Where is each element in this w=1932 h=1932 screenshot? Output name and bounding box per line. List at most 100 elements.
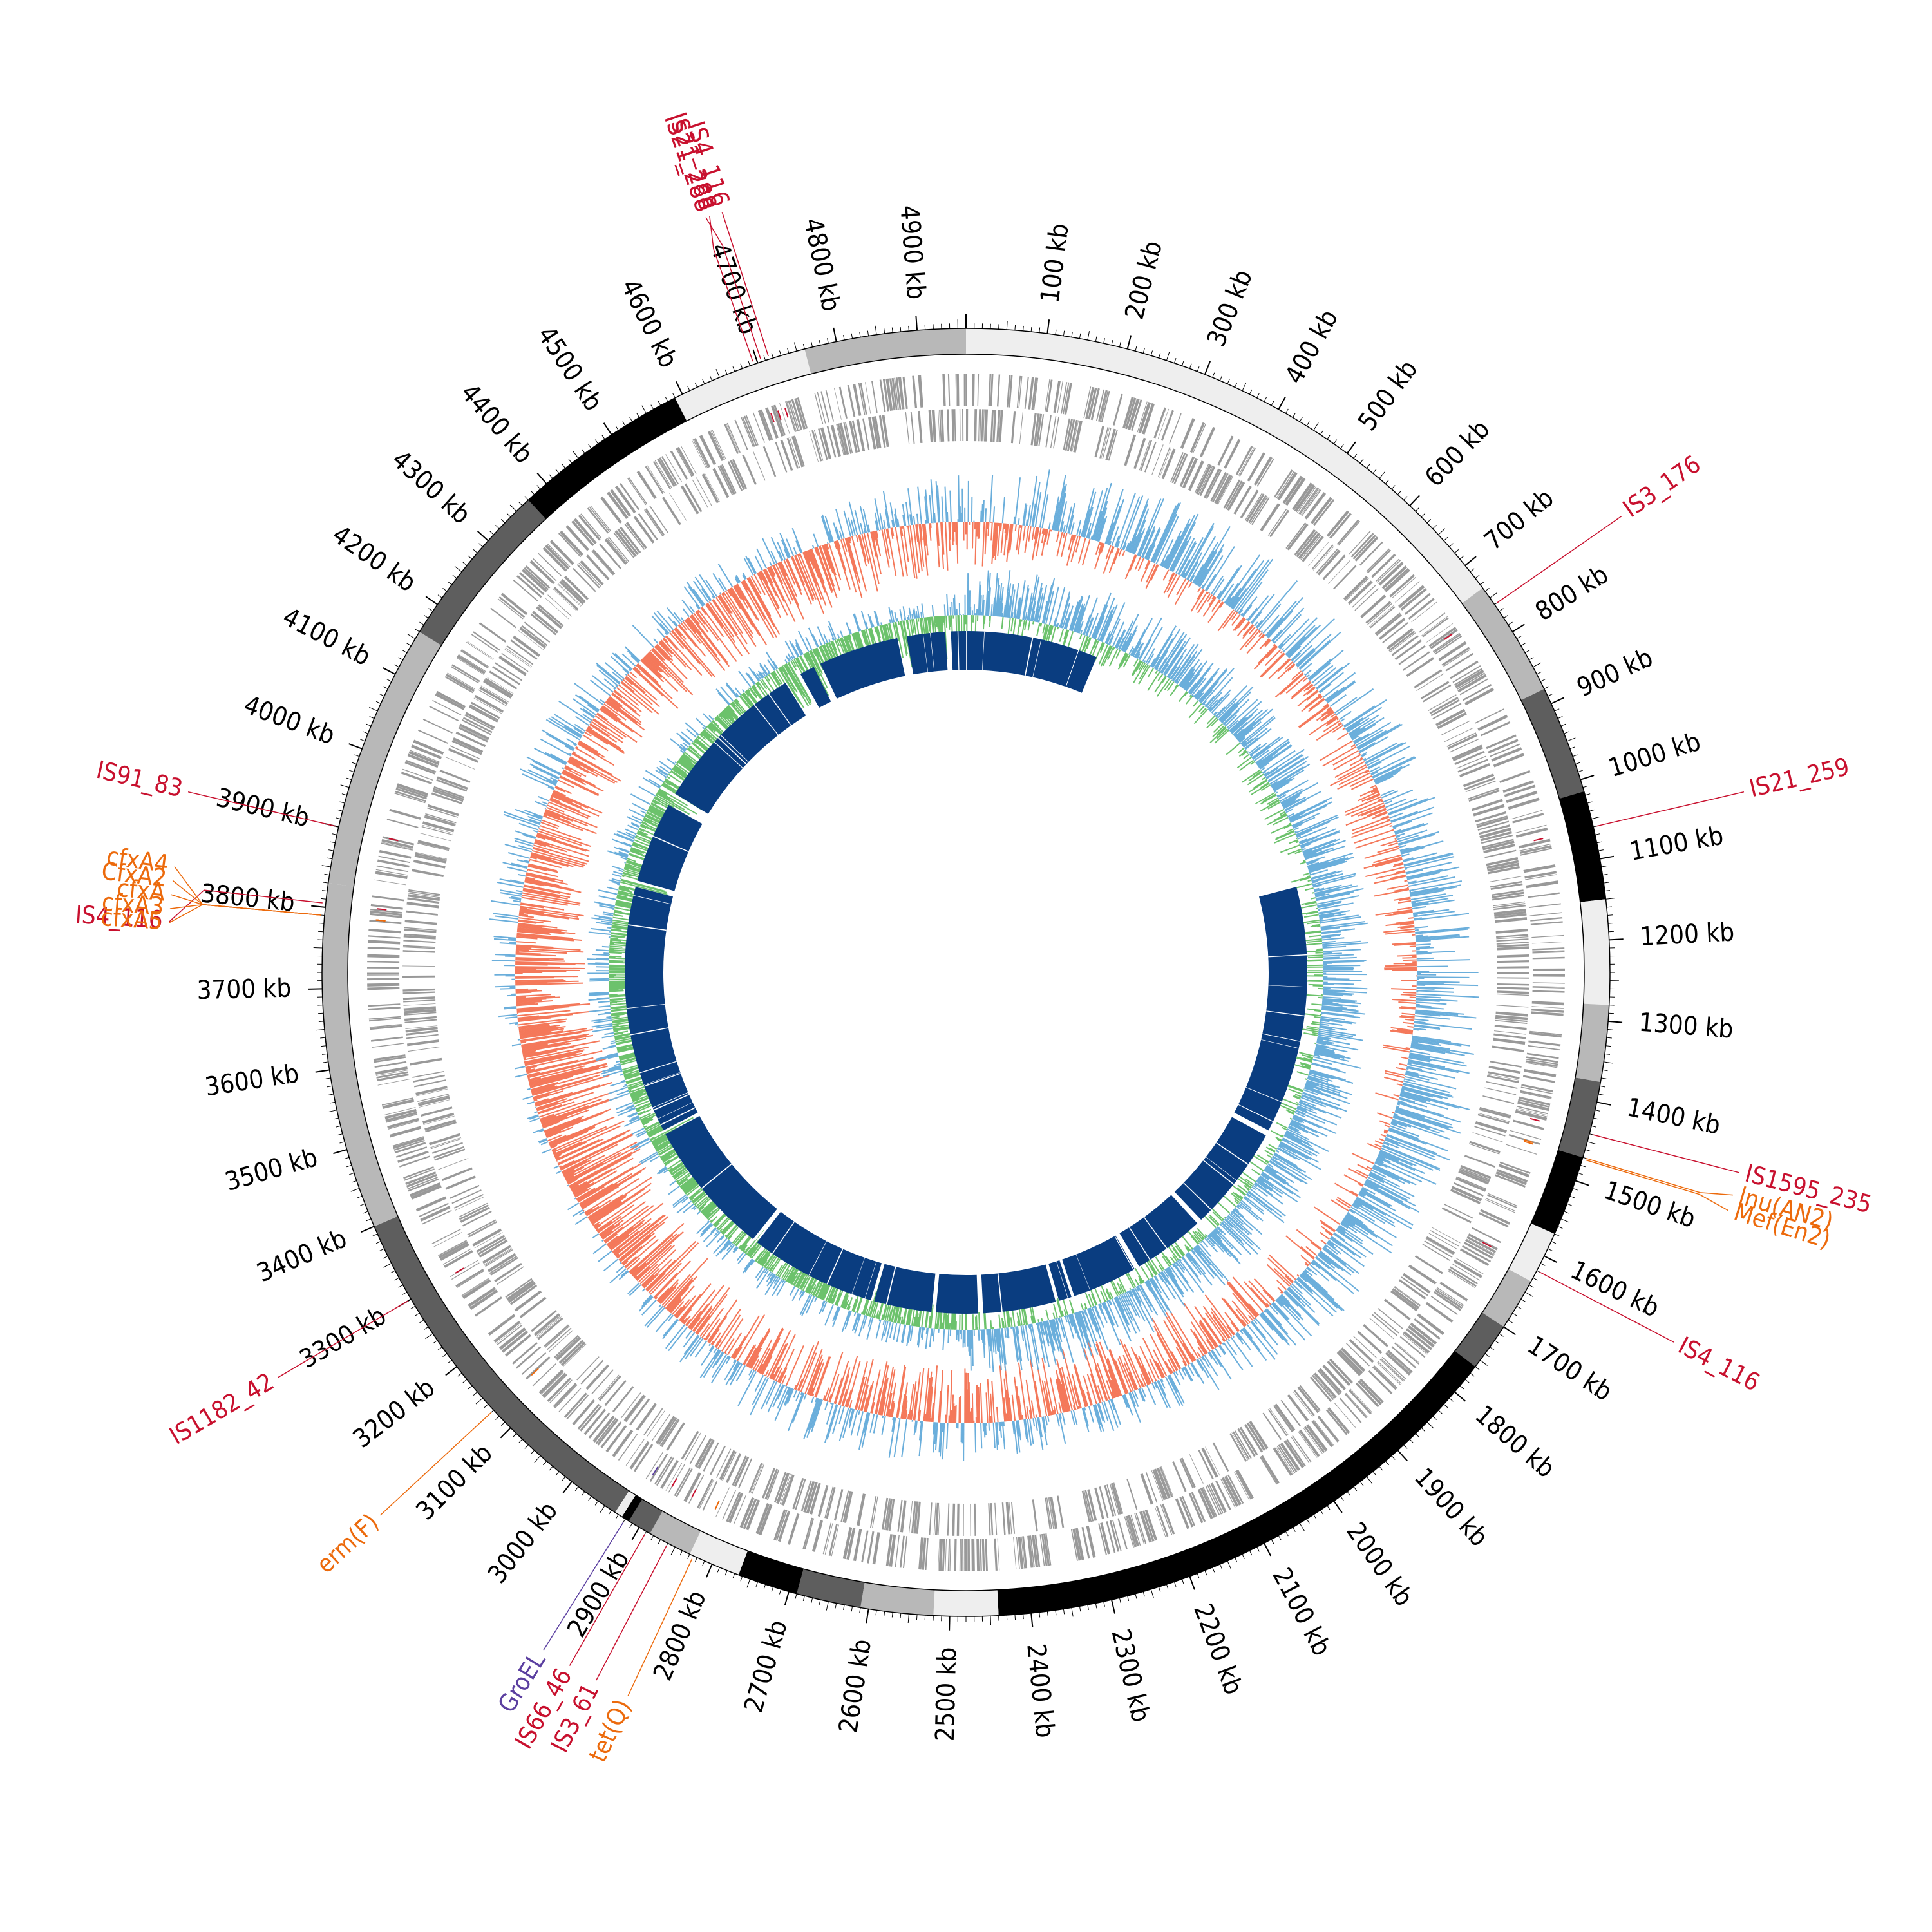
gc-content-bar	[907, 525, 916, 578]
cds-feature	[824, 1523, 833, 1555]
gc-content-bar	[1262, 634, 1265, 639]
gc-content-bar	[840, 539, 857, 593]
gc-skew-bar	[1139, 664, 1149, 679]
scale-tick	[1242, 1554, 1245, 1559]
gc-content-bar	[724, 1338, 735, 1354]
gc-content-bar	[1390, 1122, 1398, 1126]
cds-feature	[410, 1057, 442, 1066]
gc-content-bar	[1228, 1281, 1259, 1317]
cds-feature	[1426, 1236, 1455, 1255]
scale-tick	[1517, 1305, 1522, 1309]
gc-content-bar	[1222, 1338, 1226, 1343]
cds-feature	[1476, 815, 1508, 826]
gc-content-bar	[558, 779, 574, 788]
gc-content-bar	[533, 844, 589, 862]
gc-content-bar	[1401, 1088, 1433, 1098]
gc-content-bar	[1204, 574, 1217, 591]
cds-feature	[410, 750, 440, 763]
cds-feature	[1057, 381, 1063, 413]
cds-feature	[843, 422, 852, 454]
cds-feature	[1346, 1343, 1370, 1367]
cds-feature	[604, 538, 627, 565]
gc-content-bar	[516, 941, 536, 944]
gc-content-bar	[764, 568, 773, 583]
gc-content-bar	[567, 1184, 569, 1187]
cds-feature	[1260, 503, 1280, 532]
gc-content-bar	[621, 653, 636, 667]
cds-feature	[1520, 1090, 1552, 1099]
gc-skew-bar	[1007, 607, 1010, 618]
cds-feature	[1021, 1536, 1025, 1569]
cds-feature	[938, 1502, 940, 1535]
cds-feature	[871, 381, 878, 413]
gc-content-bar	[658, 1304, 662, 1308]
gc-content-bar	[1414, 1015, 1451, 1020]
gc-content-bar	[958, 1397, 960, 1423]
cds-feature	[626, 1396, 646, 1423]
gc-skew-bar	[1319, 913, 1346, 919]
gc-skew-bar	[1314, 885, 1358, 896]
gc-content-bar	[519, 908, 578, 918]
gc-content-bar	[719, 594, 733, 614]
gc-skew-bar	[1174, 684, 1179, 688]
gc-content-bar	[1182, 1343, 1195, 1362]
gc-content-bar	[515, 958, 550, 961]
cds-feature	[1325, 1409, 1348, 1435]
gc-content-bar	[1090, 1373, 1101, 1403]
gc-content-bar	[646, 1240, 696, 1291]
gc-skew-bar	[1308, 857, 1349, 871]
gc-content-bar	[1070, 535, 1079, 562]
cds-feature	[620, 482, 640, 511]
cds-feature	[898, 377, 905, 410]
gc-content-bar	[1128, 1392, 1141, 1423]
gc-content-bar	[1320, 1222, 1336, 1233]
cds-feature	[1497, 993, 1530, 996]
gc-content-bar	[1253, 645, 1278, 670]
gc-content-bar	[1058, 1402, 1062, 1414]
cds-feature	[942, 374, 946, 406]
cds-feature	[395, 1146, 428, 1158]
gc-content-bar	[795, 540, 802, 554]
cds-feature	[1528, 1040, 1561, 1046]
gc-content-bar	[1237, 621, 1250, 636]
scale-tick	[390, 1270, 395, 1274]
cds-feature	[577, 1403, 600, 1430]
cds-feature	[654, 1456, 672, 1485]
gc-skew-bar	[1320, 916, 1361, 923]
gc-content-bar	[828, 542, 842, 581]
gc-content-bar	[1319, 1231, 1330, 1240]
scale-tick	[1087, 1604, 1089, 1610]
cds-feature	[1101, 390, 1110, 422]
gc-content-bar	[1182, 573, 1186, 578]
cds-feature	[1404, 592, 1431, 615]
gc-content-bar	[1392, 863, 1404, 867]
gc-content-bar	[507, 852, 531, 859]
cds-feature	[1308, 541, 1330, 567]
gc-content-bar	[1375, 909, 1413, 916]
gc-content-bar	[1416, 987, 1454, 989]
gc-content-bar	[1320, 1220, 1336, 1232]
scale-tick	[1391, 1455, 1396, 1460]
cds-feature	[368, 1003, 401, 1007]
gc-content-bar	[1367, 745, 1411, 769]
scale-tick	[811, 1598, 813, 1604]
gc-content-bar	[616, 1216, 669, 1259]
cds-feature	[752, 1463, 765, 1494]
gc-content-bar	[1398, 1098, 1428, 1108]
gc-content-bar	[805, 551, 811, 562]
gc-content-bar	[775, 563, 793, 601]
cds-feature	[869, 1495, 877, 1528]
gc-content-bar	[586, 728, 625, 754]
gc-content-bar	[999, 1365, 1006, 1422]
gc-content-bar	[1182, 1360, 1187, 1367]
gc-content-bar	[1235, 1308, 1249, 1325]
gc-content-bar	[1368, 761, 1383, 770]
gc-content-bar	[815, 547, 833, 593]
gc-content-bar	[735, 584, 757, 620]
gc-content-bar	[675, 1305, 686, 1318]
scale-tick	[1327, 1505, 1331, 1510]
cds-feature	[402, 996, 436, 1001]
gc-content-bar	[623, 679, 653, 705]
cds-feature	[483, 679, 513, 699]
cds-feature	[1479, 1212, 1509, 1228]
